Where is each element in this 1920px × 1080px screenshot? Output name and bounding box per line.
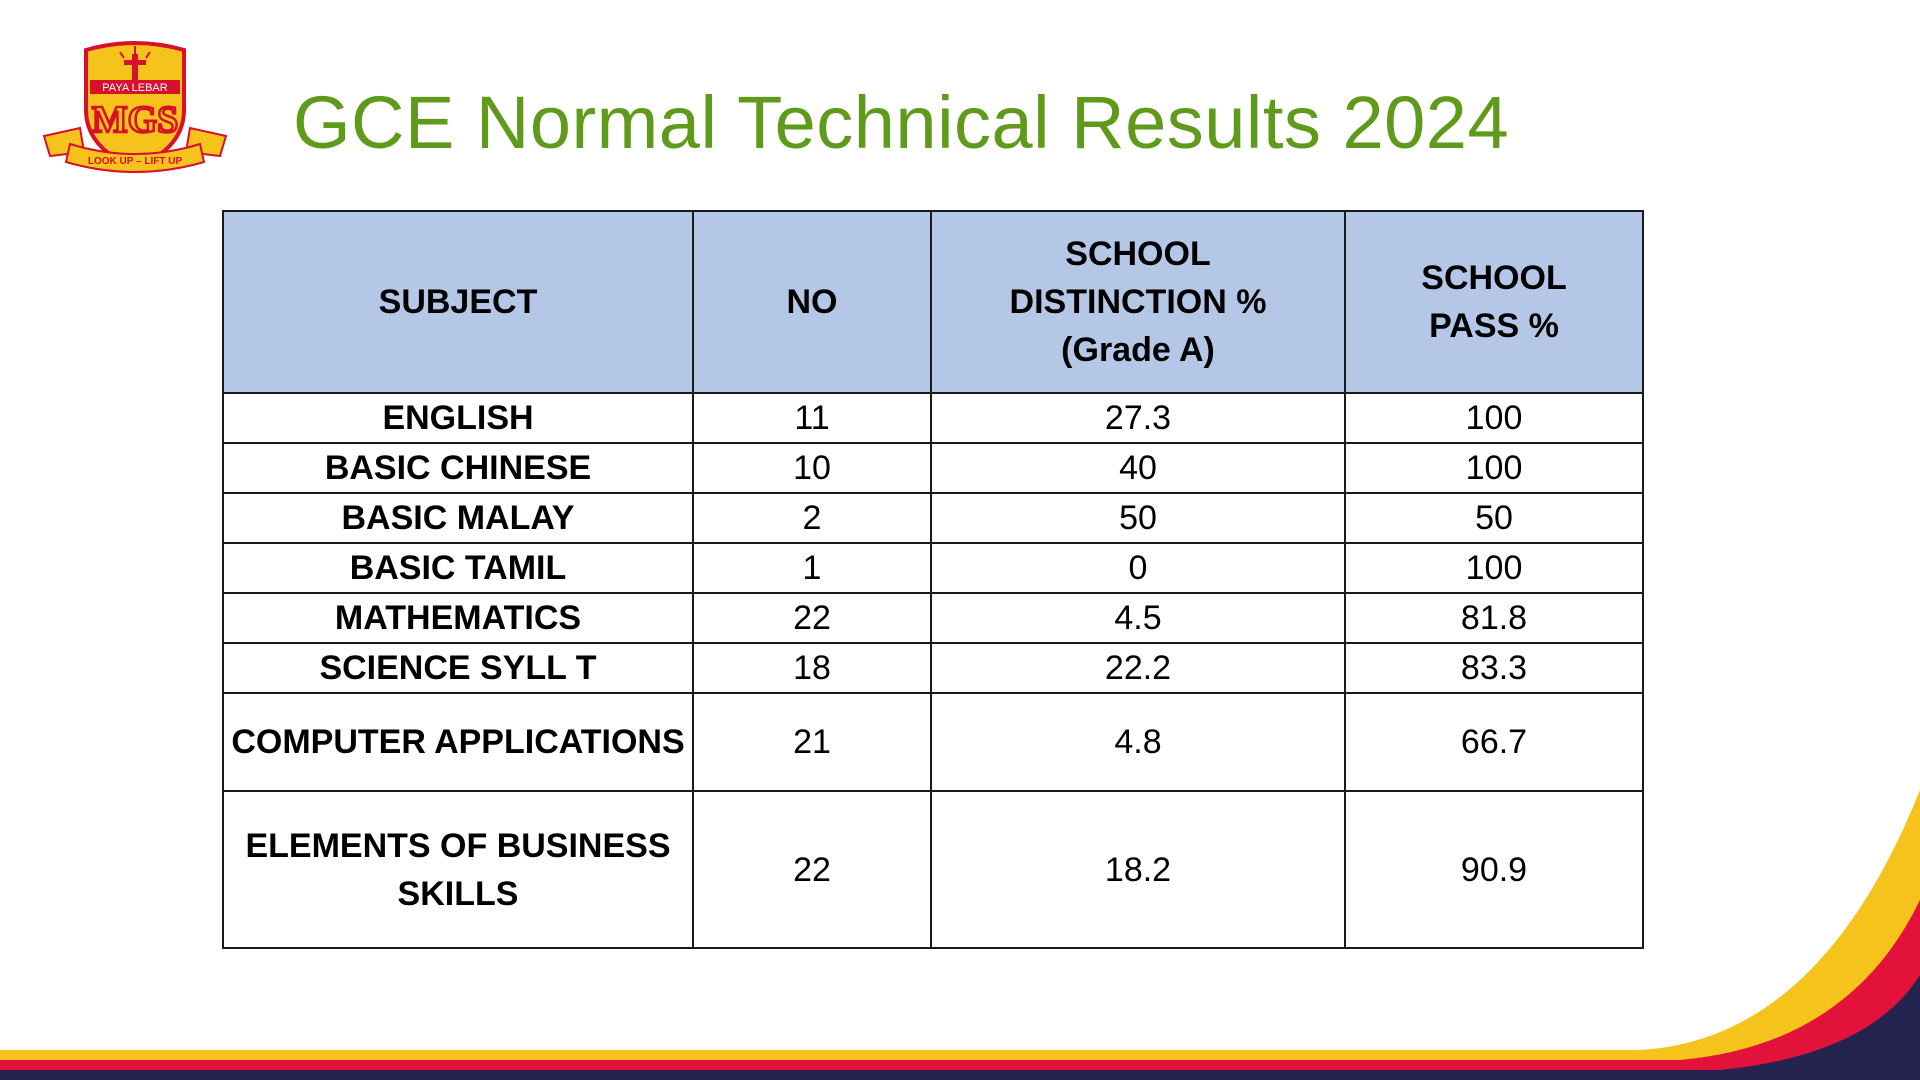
cell-pass: 81.8	[1344, 592, 1644, 644]
swoosh-navy-band	[0, 975, 1920, 1080]
table-row: BASIC MALAY 2 50 50	[222, 492, 1644, 544]
table-row: ENGLISH 11 27.3 100	[222, 392, 1644, 444]
cell-no: 11	[692, 392, 932, 444]
cell-distinction: 0	[930, 542, 1346, 594]
cell-distinction: 4.8	[930, 692, 1346, 792]
header-subject-label: SUBJECT	[378, 283, 538, 321]
cell-no: 21	[692, 692, 932, 792]
logo-school-name: PAYA LEBAR	[102, 82, 167, 94]
header-subject: SUBJECT	[222, 210, 694, 394]
cell-subject-line1: ELEMENTS OF BUSINESS	[245, 826, 671, 865]
cell-subject: ELEMENTS OF BUSINESS SKILLS	[222, 790, 694, 949]
cell-distinction: 50	[930, 492, 1346, 544]
cell-no: 22	[692, 790, 932, 949]
header-distinction-line3: (Grade A)	[1061, 331, 1215, 369]
cell-distinction: 22.2	[930, 642, 1346, 694]
cell-subject: BASIC MALAY	[222, 492, 694, 544]
cell-distinction: 27.3	[930, 392, 1346, 444]
cell-subject: SCIENCE SYLL T	[222, 642, 694, 694]
table-row: BASIC CHINESE 10 40 100	[222, 442, 1644, 494]
header-distinction-line1: SCHOOL	[1065, 235, 1211, 273]
header-pass-line2: PASS %	[1429, 307, 1559, 345]
cell-pass: 50	[1344, 492, 1644, 544]
cell-no: 22	[692, 592, 932, 644]
header-distinction: SCHOOL DISTINCTION % (Grade A)	[930, 210, 1346, 394]
cell-subject: BASIC TAMIL	[222, 542, 694, 594]
table-row: MATHEMATICS 22 4.5 81.8	[222, 592, 1644, 644]
cell-pass: 90.9	[1344, 790, 1644, 949]
header-pass: SCHOOL PASS %	[1344, 210, 1644, 394]
logo-motto: LOOK UP – LIFT UP	[88, 156, 183, 167]
table-header-row: SUBJECT NO SCHOOL DISTINCTION % (Grade A…	[222, 210, 1644, 394]
cell-pass: 100	[1344, 542, 1644, 594]
cell-no: 10	[692, 442, 932, 494]
cell-pass: 83.3	[1344, 642, 1644, 694]
header-distinction-line2: DISTINCTION %	[1009, 283, 1267, 321]
header-no-label: NO	[786, 283, 838, 321]
table-row: BASIC TAMIL 1 0 100	[222, 542, 1644, 594]
table-row: SCIENCE SYLL T 18 22.2 83.3	[222, 642, 1644, 694]
cell-subject: MATHEMATICS	[222, 592, 694, 644]
cell-pass: 100	[1344, 392, 1644, 444]
header-pass-line1: SCHOOL	[1421, 259, 1567, 297]
cell-pass: 100	[1344, 442, 1644, 494]
cell-distinction: 18.2	[930, 790, 1346, 949]
school-logo: PAYA LEBAR MGS LOOK UP – LIFT UP	[42, 41, 228, 173]
cell-subject: COMPUTER APPLICATIONS	[222, 692, 694, 792]
slide-title: GCE Normal Technical Results 2024	[293, 81, 1510, 164]
cell-no: 18	[692, 642, 932, 694]
cell-subject: BASIC CHINESE	[222, 442, 694, 494]
cell-distinction: 40	[930, 442, 1346, 494]
cell-pass: 66.7	[1344, 692, 1644, 792]
table-row: ELEMENTS OF BUSINESS SKILLS 22 18.2 90.9	[222, 790, 1644, 949]
cell-distinction: 4.5	[930, 592, 1346, 644]
cell-subject: ENGLISH	[222, 392, 694, 444]
cell-no: 2	[692, 492, 932, 544]
logo-monogram: MGS	[92, 99, 179, 141]
table-row: COMPUTER APPLICATIONS 21 4.8 66.7	[222, 692, 1644, 792]
header-no: NO	[692, 210, 932, 394]
cell-no: 1	[692, 542, 932, 594]
results-table: SUBJECT NO SCHOOL DISTINCTION % (Grade A…	[222, 210, 1644, 949]
cell-subject-line2: SKILLS	[397, 874, 519, 913]
